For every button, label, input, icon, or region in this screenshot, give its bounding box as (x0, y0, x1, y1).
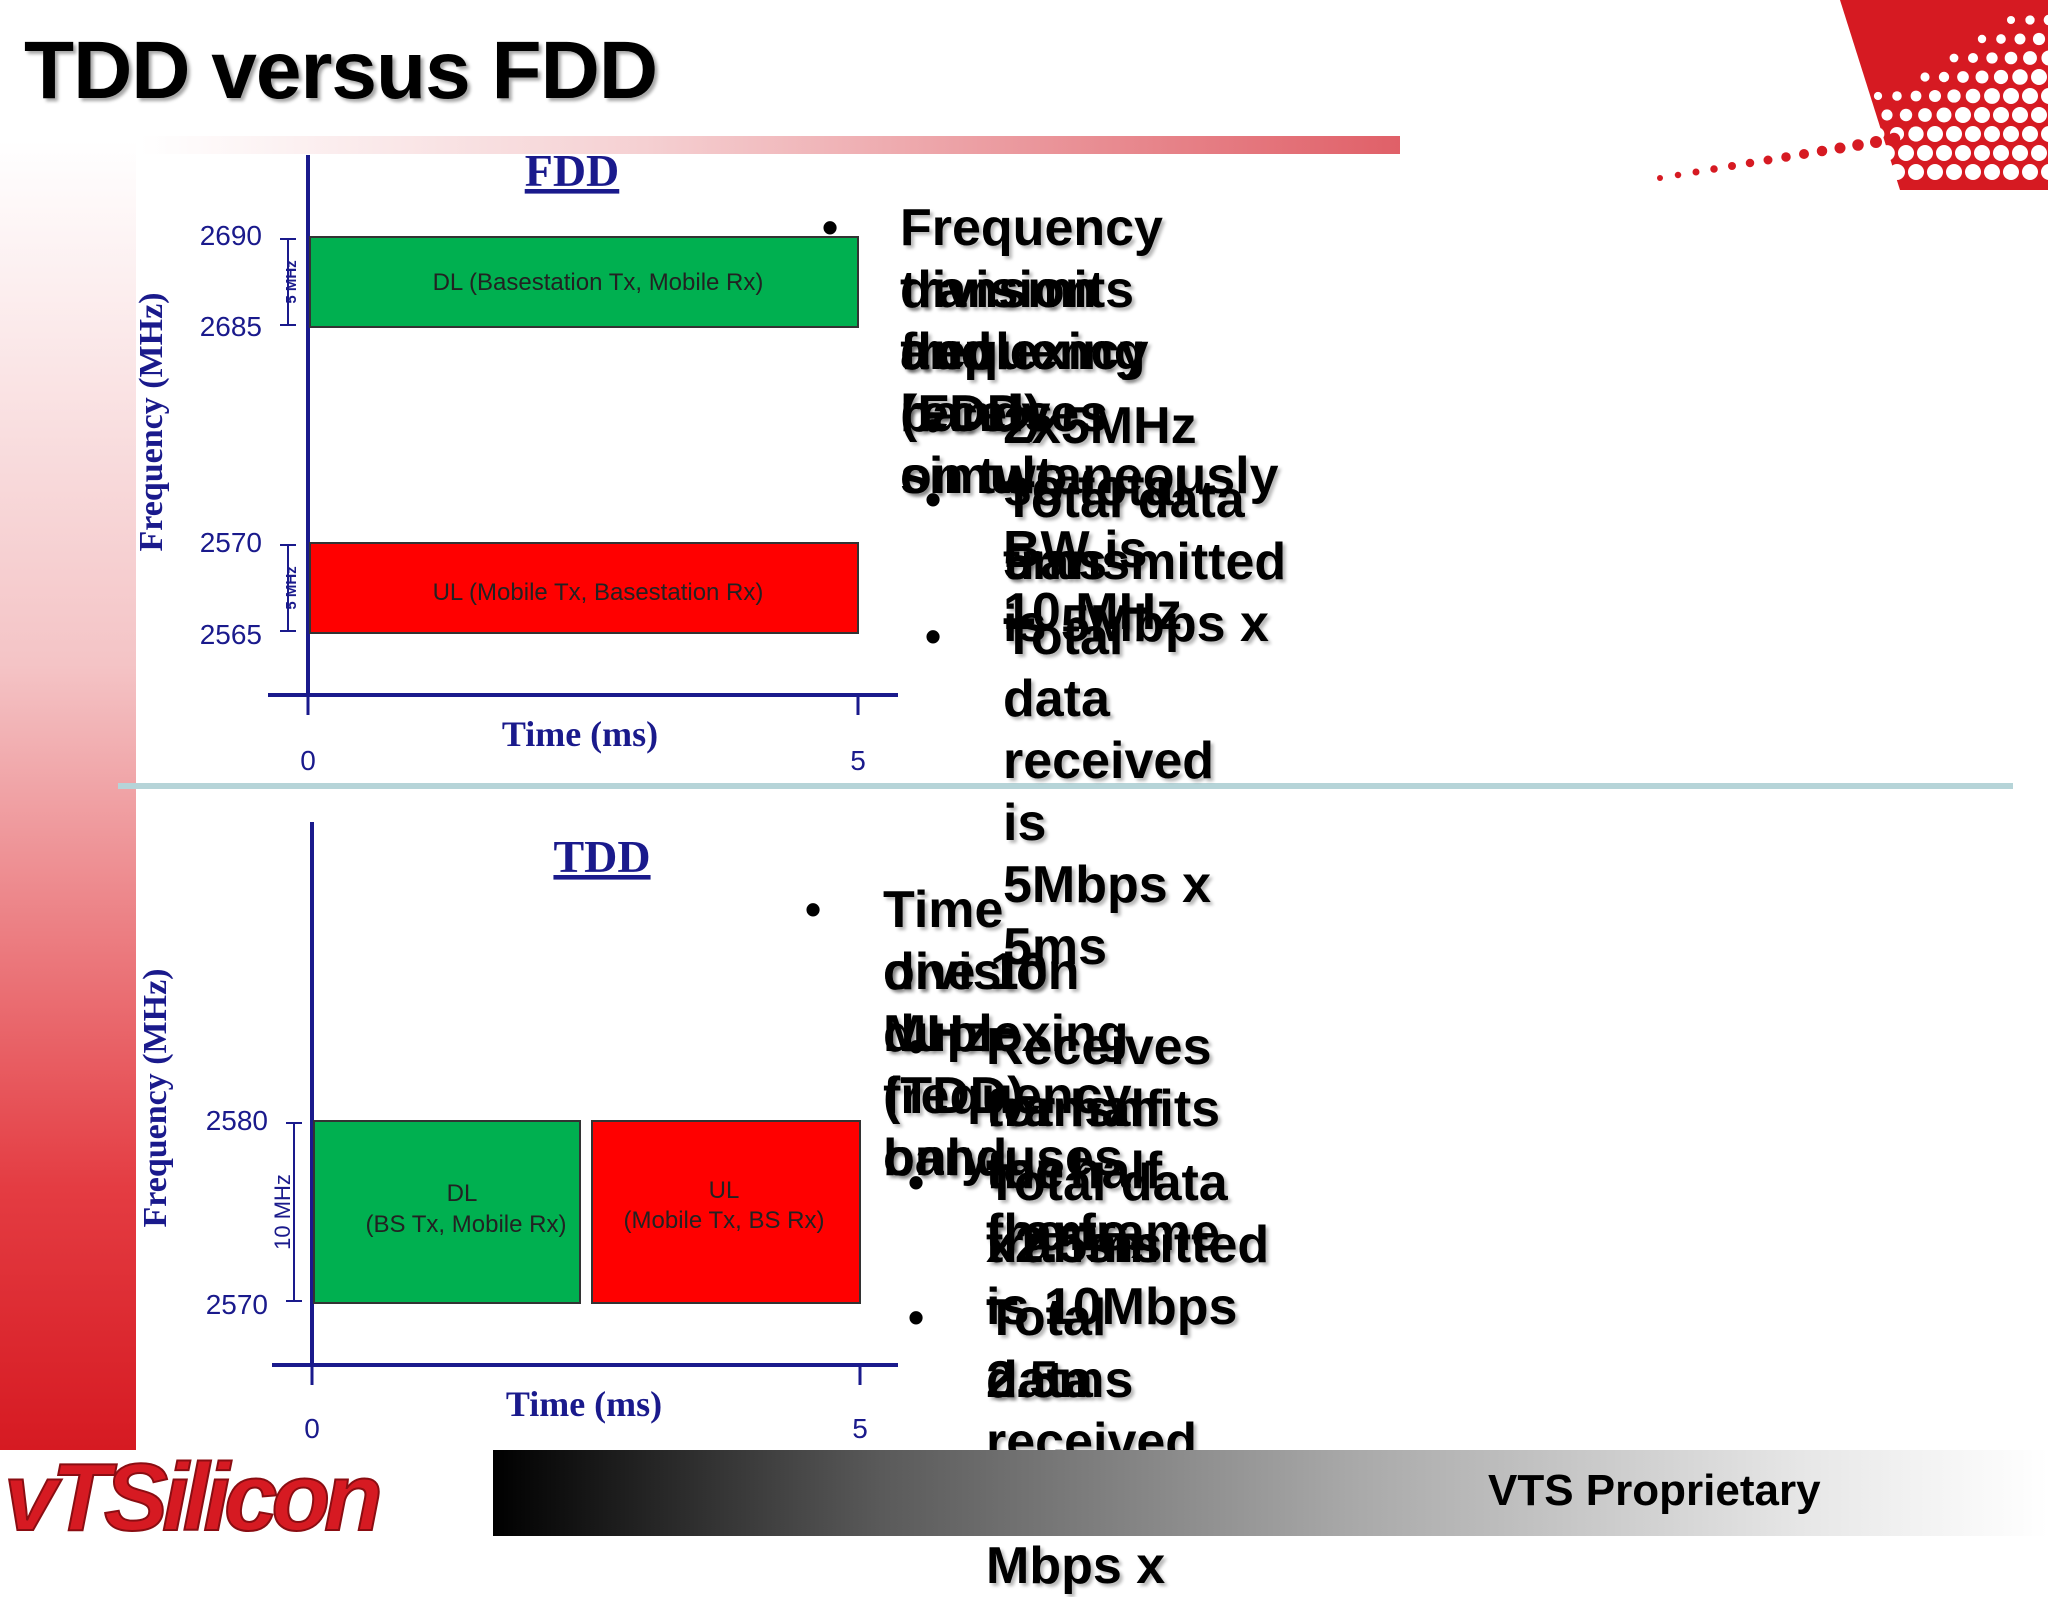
tdd-ytick-2580: 2580 (206, 1105, 268, 1136)
fdd-ytick-2570: 2570 (200, 527, 262, 558)
fdd-diagram: FDD Frequency (MHz) DL (Basestation Tx, … (133, 145, 898, 776)
bullet-dot: • (805, 883, 822, 935)
fdd-main-line3: frequency bands simultaneously (900, 323, 1279, 505)
fdd-sub1: 2x5MHz so total BW is 10 MHz (1003, 397, 1197, 641)
footer-gradient-bar (493, 1450, 2048, 1536)
tdd-sub3-line2: 2.5ms (986, 1351, 1134, 1409)
tdd-ul-label-line1: UL (709, 1177, 740, 1204)
fdd-sub2-line1: Total data transmitted is 5Mbps x (1003, 471, 1287, 653)
tdd-main-line1: Time division duplexing (TDD) only uses (883, 881, 1129, 1187)
title-underline-bar (140, 136, 1400, 154)
tdd-ytick-2570: 2570 (206, 1289, 268, 1320)
fdd-xtick-0: 0 (300, 745, 316, 776)
tdd-xtick-0: 0 (304, 1413, 320, 1444)
bullet-dot: • (925, 610, 942, 662)
fdd-dl-band (309, 236, 859, 328)
fdd-sub2-line2: 5ms (1003, 533, 1108, 591)
bullet-dot: • (908, 1020, 925, 1072)
tdd-dl-label-line1: DL (447, 1180, 478, 1207)
tdd-y-axis-label: Frequency (MHz) (137, 968, 174, 1227)
tdd-dl-label-line2: (BS Tx, Mobile Rx) (366, 1211, 567, 1238)
tdd-heading: TDD (553, 831, 650, 882)
fdd-ul-label: UL (Mobile Tx, Basestation Rx) (433, 579, 764, 606)
dot-pattern-decoration (1657, 0, 2048, 190)
tdd-sub2-line2: x2.5ms (986, 1216, 1163, 1274)
bullet-dot: • (822, 201, 839, 253)
section-divider (118, 783, 2013, 789)
fdd-x-axis-label: Time (ms) (502, 714, 658, 754)
svg-text:vTSilicon: vTSilicon (4, 1446, 379, 1536)
fdd-heading: FDD (525, 145, 620, 196)
tdd-sub1-line2: transmits for half the frame (986, 1080, 1221, 1262)
fdd-dl-label: DL (Basestation Tx, Mobile Rx) (433, 269, 764, 296)
tdd-diagram: TDD Frequency (MHz) DL (BS Tx, Mobile Rx… (137, 822, 898, 1444)
tdd-dl-slot (313, 1120, 581, 1304)
tdd-sub2-line1: Total data transmitted is 10Mbps (986, 1154, 1270, 1336)
fdd-sub3: Total data received is 5Mbps x 5ms (1003, 608, 1215, 976)
fdd-ytick-2565: 2565 (200, 619, 262, 650)
bullet-dot: • (925, 399, 942, 451)
fdd-xtick-5: 5 (850, 745, 866, 776)
fdd-ytick-2690: 2690 (200, 220, 262, 251)
tdd-xtick-5: 5 (852, 1413, 868, 1444)
tdd-sub1-line1: Receives for half the frame, (986, 1018, 1212, 1262)
vtsilicon-logo: vTSilicon (3, 1446, 386, 1536)
tdd-sub3-line1: Total data received is 10 Mbps x (986, 1289, 1198, 1595)
fdd-ul-band (309, 542, 859, 634)
fdd-ul-bandwidth-marker (280, 544, 296, 632)
tdd-ul-label-line2: (Mobile Tx, BS Rx) (624, 1207, 825, 1234)
fdd-y-axis-label: Frequency (MHz) (133, 292, 170, 551)
fdd-main-line2: transmits and receives on two (900, 261, 1135, 505)
tdd-x-axis-label: Time (ms) (506, 1384, 662, 1424)
bullet-dot: • (908, 1291, 925, 1343)
fdd-ytick-2685: 2685 (200, 311, 262, 342)
tdd-main-line2: one 10 MHz frequency band (883, 943, 1132, 1187)
fdd-ul-bandwidth-label: 5 MHz (283, 566, 300, 609)
fdd-dl-bandwidth-label: 5 MHz (283, 260, 300, 303)
bullet-dot: • (925, 473, 942, 525)
page-title: TDD versus FDD (24, 25, 658, 116)
footer-proprietary-text: VTS Proprietary (1488, 1466, 1821, 1515)
left-gradient-stripe (0, 140, 136, 1450)
tdd-bandwidth-label: 10 MHz (270, 1174, 295, 1250)
fdd-dl-bandwidth-marker (280, 238, 296, 326)
tdd-bandwidth-marker (286, 1122, 302, 1302)
bullet-dot: • (908, 1156, 925, 1208)
tdd-ul-slot (591, 1120, 861, 1304)
fdd-main-line1: Frequency division duplexing (FDD) (900, 199, 1163, 443)
